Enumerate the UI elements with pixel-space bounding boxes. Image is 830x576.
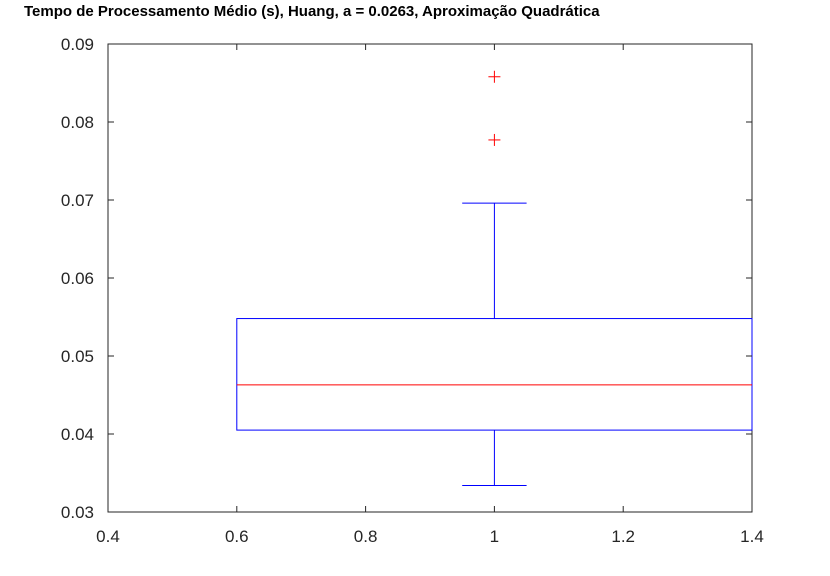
- y-tick-label: 0.03: [61, 503, 94, 522]
- outlier-marker: [488, 70, 501, 83]
- x-tick-label: 1: [490, 527, 499, 546]
- plot-frame: [107, 43, 753, 513]
- box-iqr: [236, 318, 753, 431]
- y-tick-label: 0.08: [61, 113, 94, 132]
- plot-area: [107, 43, 753, 513]
- x-tick-label: 0.8: [354, 527, 378, 546]
- x-tick-label: 0.6: [225, 527, 249, 546]
- y-axis: 0.03 0.04 0.05 0.06 0.07 0.08 0.09: [61, 35, 752, 522]
- chart-title: Tempo de Processamento Médio (s), Huang,…: [24, 3, 600, 20]
- y-tick-label: 0.07: [61, 191, 94, 210]
- y-tick-label: 0.09: [61, 35, 94, 54]
- y-tick-label: 0.06: [61, 269, 94, 288]
- x-axis: 0.4 0.6 0.8 1 1.2 1.4: [96, 44, 764, 546]
- y-tick-label: 0.04: [61, 425, 94, 444]
- y-tick-label: 0.05: [61, 347, 94, 366]
- x-tick-label: 1.2: [611, 527, 635, 546]
- x-tick-label: 1.4: [740, 527, 764, 546]
- outlier-marker: [488, 133, 501, 146]
- x-tick-label: 0.4: [96, 527, 120, 546]
